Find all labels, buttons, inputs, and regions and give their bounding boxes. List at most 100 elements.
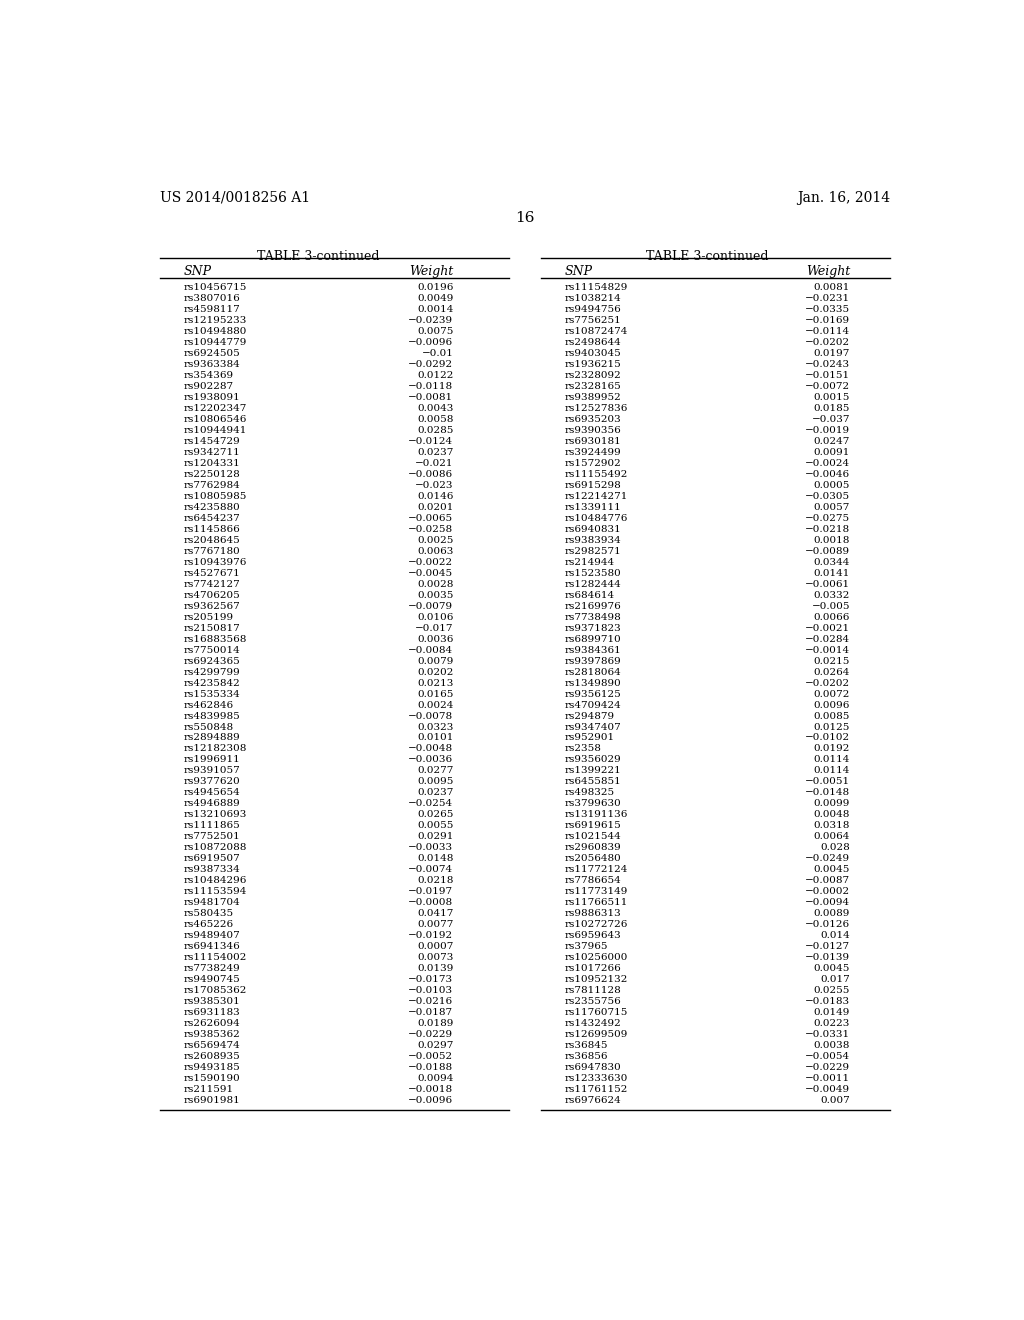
Text: rs7756251: rs7756251 — [564, 317, 622, 325]
Text: 0.0201: 0.0201 — [417, 503, 454, 512]
Text: rs1523580: rs1523580 — [564, 569, 622, 578]
Text: rs211591: rs211591 — [183, 1085, 233, 1094]
Text: rs2150817: rs2150817 — [183, 624, 241, 632]
Text: −0.0022: −0.0022 — [409, 558, 454, 566]
Text: rs684614: rs684614 — [564, 591, 614, 599]
Text: −0.0086: −0.0086 — [409, 470, 454, 479]
Text: rs11154829: rs11154829 — [564, 284, 628, 293]
Text: −0.0183: −0.0183 — [805, 997, 850, 1006]
Text: −0.0188: −0.0188 — [409, 1063, 454, 1072]
Text: −0.0048: −0.0048 — [409, 744, 454, 754]
Text: −0.0124: −0.0124 — [409, 437, 454, 446]
Text: −0.0049: −0.0049 — [805, 1085, 850, 1094]
Text: 0.0125: 0.0125 — [814, 722, 850, 731]
Text: rs2626094: rs2626094 — [183, 1019, 241, 1028]
Text: rs36856: rs36856 — [564, 1052, 608, 1061]
Text: rs9493185: rs9493185 — [183, 1063, 241, 1072]
Text: rs9490745: rs9490745 — [183, 975, 241, 983]
Text: rs13191136: rs13191136 — [564, 810, 628, 820]
Text: −0.0103: −0.0103 — [409, 986, 454, 995]
Text: −0.023: −0.023 — [415, 480, 454, 490]
Text: rs1938091: rs1938091 — [183, 393, 241, 403]
Text: rs9383934: rs9383934 — [564, 536, 622, 545]
Text: rs7786654: rs7786654 — [564, 876, 622, 886]
Text: −0.0051: −0.0051 — [805, 777, 850, 787]
Text: rs2498644: rs2498644 — [564, 338, 622, 347]
Text: 0.0255: 0.0255 — [814, 986, 850, 995]
Text: −0.0118: −0.0118 — [409, 383, 454, 391]
Text: −0.021: −0.021 — [415, 459, 454, 469]
Text: rs2960839: rs2960839 — [564, 843, 622, 853]
Text: −0.0052: −0.0052 — [409, 1052, 454, 1061]
Text: 0.0038: 0.0038 — [814, 1041, 850, 1049]
Text: 0.0237: 0.0237 — [417, 788, 454, 797]
Text: rs9403045: rs9403045 — [564, 350, 622, 358]
Text: rs9387334: rs9387334 — [183, 865, 241, 874]
Text: rs1399221: rs1399221 — [564, 767, 622, 775]
Text: rs6919615: rs6919615 — [564, 821, 622, 830]
Text: −0.0305: −0.0305 — [805, 492, 850, 502]
Text: rs7762984: rs7762984 — [183, 480, 241, 490]
Text: −0.0254: −0.0254 — [409, 800, 454, 808]
Text: 0.0215: 0.0215 — [814, 656, 850, 665]
Text: rs2048645: rs2048645 — [183, 536, 241, 545]
Text: rs4235880: rs4235880 — [183, 503, 241, 512]
Text: 0.0024: 0.0024 — [417, 701, 454, 710]
Text: 0.0025: 0.0025 — [417, 536, 454, 545]
Text: SNP: SNP — [564, 265, 593, 279]
Text: −0.0002: −0.0002 — [805, 887, 850, 896]
Text: rs12195233: rs12195233 — [183, 317, 247, 325]
Text: rs4235842: rs4235842 — [183, 678, 241, 688]
Text: 0.0005: 0.0005 — [814, 480, 850, 490]
Text: 0.0057: 0.0057 — [814, 503, 850, 512]
Text: −0.0187: −0.0187 — [409, 1008, 454, 1016]
Text: rs3924499: rs3924499 — [564, 447, 622, 457]
Text: −0.0114: −0.0114 — [805, 327, 850, 337]
Text: rs6940831: rs6940831 — [564, 525, 622, 533]
Text: rs7738249: rs7738249 — [183, 964, 241, 973]
Text: 0.0014: 0.0014 — [417, 305, 454, 314]
Text: 0.0007: 0.0007 — [417, 942, 454, 950]
Text: −0.0202: −0.0202 — [805, 338, 850, 347]
Text: rs2250128: rs2250128 — [183, 470, 241, 479]
Text: 0.0247: 0.0247 — [814, 437, 850, 446]
Text: rs6941346: rs6941346 — [183, 942, 241, 950]
Text: rs11760715: rs11760715 — [564, 1008, 628, 1016]
Text: rs2355756: rs2355756 — [564, 997, 622, 1006]
Text: −0.005: −0.005 — [812, 602, 850, 611]
Text: −0.0239: −0.0239 — [409, 317, 454, 325]
Text: rs11773149: rs11773149 — [564, 887, 628, 896]
Text: 0.0095: 0.0095 — [417, 777, 454, 787]
Text: 0.0101: 0.0101 — [417, 734, 454, 742]
Text: rs902287: rs902287 — [183, 383, 233, 391]
Text: −0.0127: −0.0127 — [805, 942, 850, 950]
Text: rs1339111: rs1339111 — [564, 503, 622, 512]
Text: −0.0096: −0.0096 — [409, 338, 454, 347]
Text: 0.0185: 0.0185 — [814, 404, 850, 413]
Text: 0.0417: 0.0417 — [417, 909, 454, 919]
Text: −0.017: −0.017 — [415, 624, 454, 632]
Text: rs13210693: rs13210693 — [183, 810, 247, 820]
Text: rs465226: rs465226 — [183, 920, 233, 929]
Text: rs9886313: rs9886313 — [564, 909, 622, 919]
Text: 0.0085: 0.0085 — [814, 711, 850, 721]
Text: rs9362567: rs9362567 — [183, 602, 241, 611]
Text: rs10944941: rs10944941 — [183, 426, 247, 436]
Text: rs2328092: rs2328092 — [564, 371, 622, 380]
Text: −0.0033: −0.0033 — [409, 843, 454, 853]
Text: rs1038214: rs1038214 — [564, 294, 622, 304]
Text: rs9385301: rs9385301 — [183, 997, 241, 1006]
Text: 0.0079: 0.0079 — [417, 656, 454, 665]
Text: rs550848: rs550848 — [183, 722, 233, 731]
Text: 0.0081: 0.0081 — [814, 284, 850, 293]
Text: rs2358: rs2358 — [564, 744, 601, 754]
Text: 0.0291: 0.0291 — [417, 833, 454, 841]
Text: rs4706205: rs4706205 — [183, 591, 241, 599]
Text: −0.0243: −0.0243 — [805, 360, 850, 370]
Text: −0.0081: −0.0081 — [409, 393, 454, 403]
Text: rs7811128: rs7811128 — [564, 986, 622, 995]
Text: rs7742127: rs7742127 — [183, 579, 241, 589]
Text: 0.0096: 0.0096 — [814, 701, 850, 710]
Text: −0.0024: −0.0024 — [805, 459, 850, 469]
Text: 0.0139: 0.0139 — [417, 964, 454, 973]
